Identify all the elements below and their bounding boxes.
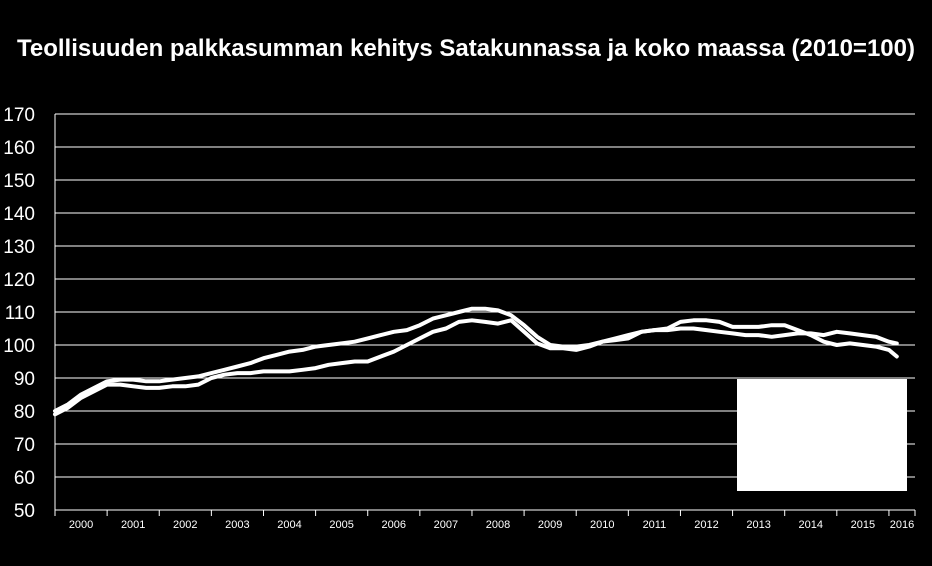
x-tick-label: 2001	[121, 519, 145, 531]
y-tick-label: 130	[3, 237, 35, 258]
chart-title: Teollisuuden palkkasumman kehitys Sataku…	[17, 35, 915, 62]
y-tick-label: 120	[3, 270, 35, 291]
x-tick-label: 2016	[890, 519, 914, 531]
y-tick-labels: 50 60 70 80 90 100 110 120 130 140 150 160 170	[3, 105, 35, 522]
x-tick-label: 2006	[382, 519, 406, 531]
y-tick-label: 50	[14, 501, 35, 522]
y-tick-label: 90	[14, 369, 35, 390]
x-tick-label: 2000	[69, 519, 93, 531]
series-line-1	[53, 306, 899, 413]
x-tick-label: 2010	[590, 519, 614, 531]
series-lines	[53, 306, 899, 417]
y-tick-label: 170	[3, 105, 35, 126]
y-tick-label: 80	[14, 402, 35, 423]
axes	[54, 114, 916, 516]
x-tick-label: 2013	[746, 519, 770, 531]
x-tick-label: 2002	[173, 519, 197, 531]
x-tick-label: 2003	[225, 519, 249, 531]
x-tick-label: 2012	[694, 519, 718, 531]
gridlines	[55, 113, 915, 511]
x-tick-labels: 2000 2001 2002 2003 2004 2005 2006 2007 2008 2009…	[69, 519, 914, 531]
y-tick-label: 140	[3, 204, 35, 225]
legend-box	[737, 379, 907, 491]
x-tick-label: 2004	[277, 519, 301, 531]
x-tick-label: 2008	[486, 519, 510, 531]
x-tick-label: 2009	[538, 519, 562, 531]
y-tick-label: 60	[14, 468, 35, 489]
y-tick-label: 100	[3, 336, 35, 357]
y-tick-label: 70	[14, 435, 35, 456]
y-tick-label: 160	[3, 138, 35, 159]
y-tick-label: 150	[3, 171, 35, 192]
x-tick-label: 2014	[799, 519, 823, 531]
y-tick-label: 110	[5, 303, 35, 324]
x-tick-label: 2015	[851, 519, 875, 531]
x-tick-label: 2005	[329, 519, 353, 531]
x-tick-label: 2011	[643, 519, 667, 531]
series-line-2	[53, 318, 899, 417]
x-tick-label: 2007	[434, 519, 458, 531]
